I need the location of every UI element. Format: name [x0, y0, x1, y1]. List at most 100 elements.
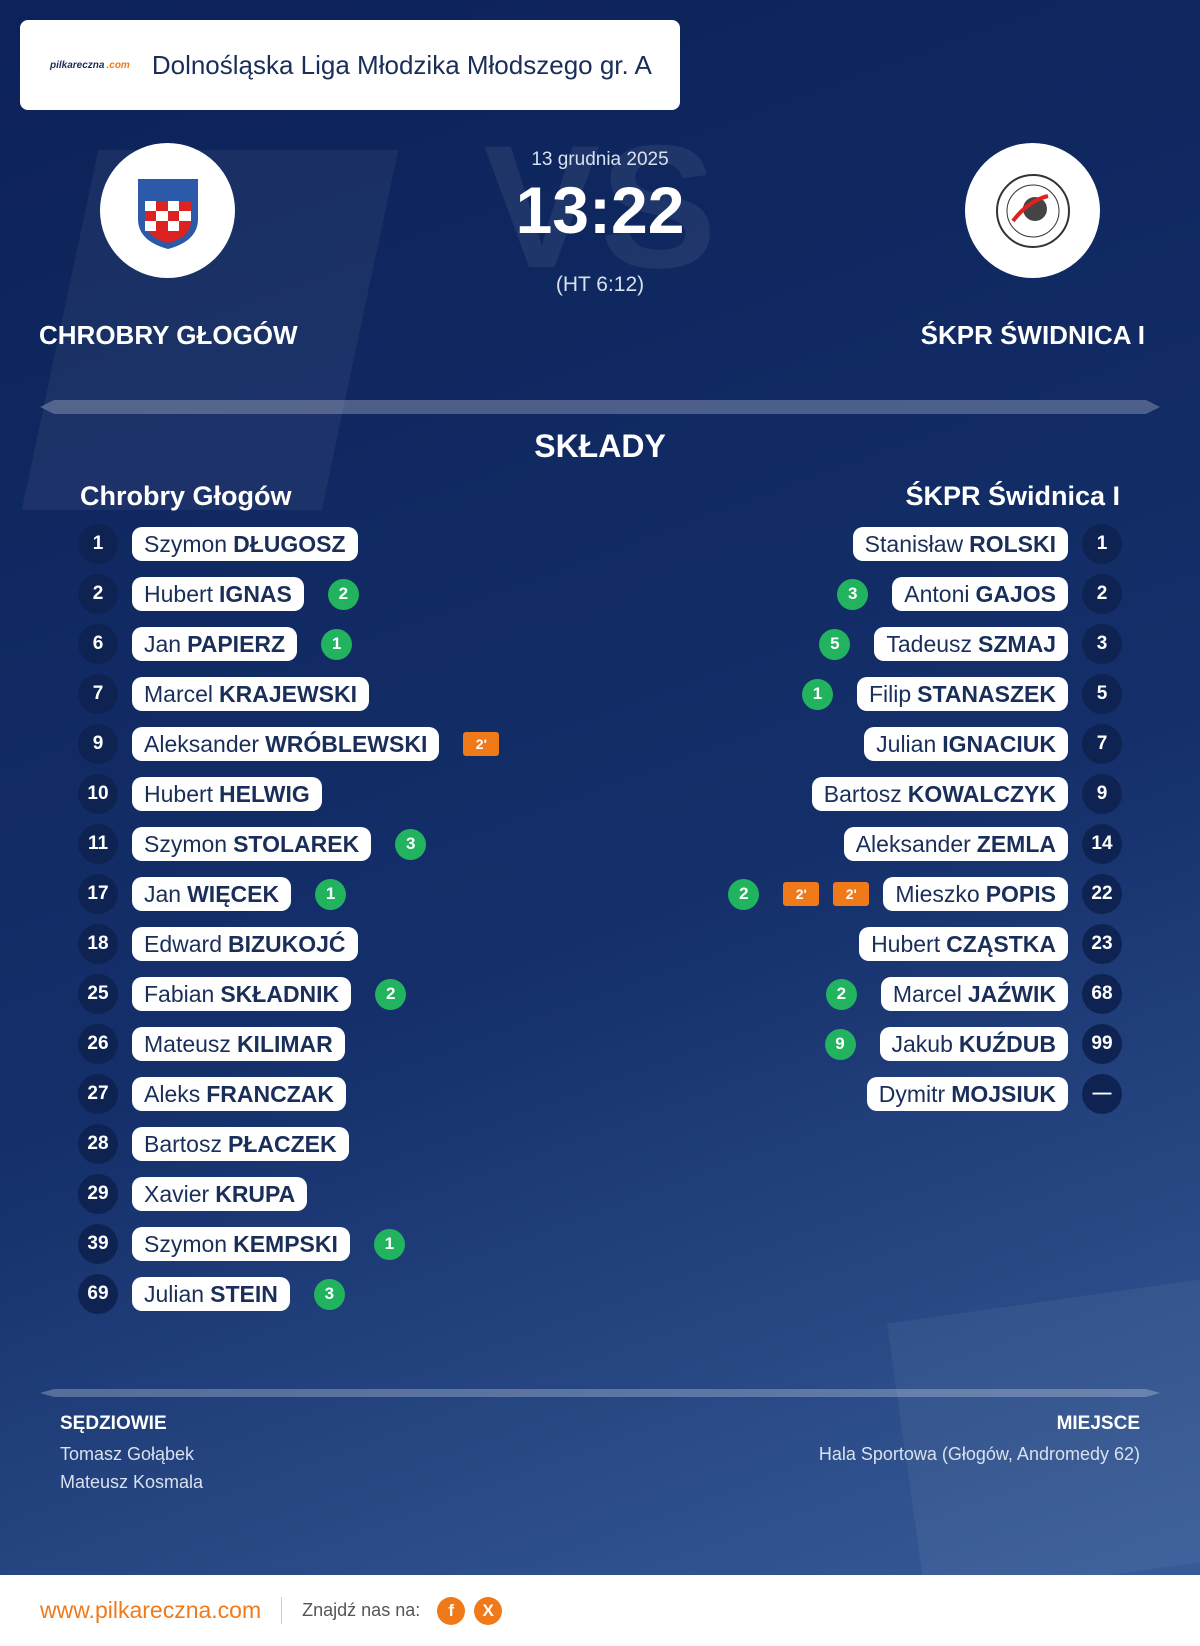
- official: Mateusz Kosmala: [60, 1472, 204, 1492]
- player-number: 29: [78, 1174, 118, 1214]
- last-name: JAŹWIK: [967, 980, 1056, 1007]
- first-name: Julian: [144, 1280, 205, 1307]
- goals: 2: [728, 878, 760, 910]
- first-name: Bartosz: [823, 780, 902, 807]
- player-name: Xavier KRUPA: [132, 1177, 308, 1211]
- player-row: 68 Marcel JAŹWIK 2: [825, 974, 1122, 1014]
- first-name: Aleksander: [144, 730, 260, 757]
- player-number: 22: [1082, 874, 1122, 914]
- player-name: Aleksander WRÓBLEWSKI: [132, 727, 440, 761]
- last-name: WIĘCEK: [187, 880, 280, 907]
- match-date: 13 grudnia 2025: [531, 149, 669, 170]
- divider: [40, 1389, 1160, 1397]
- last-name: PŁACZEK: [227, 1130, 337, 1157]
- player-row: 7 Julian IGNACIUK: [864, 724, 1122, 764]
- goals: 1: [321, 628, 353, 660]
- first-name: Antoni: [904, 580, 970, 607]
- first-name: Dymitr: [878, 1080, 946, 1107]
- player-name: Aleks FRANCZAK: [132, 1077, 347, 1111]
- player-name: Antoni GAJOS: [892, 577, 1068, 611]
- player-name: Szymon KEMPSKI: [132, 1227, 350, 1261]
- first-name: Hubert: [144, 780, 214, 807]
- last-name: CZĄSTKA: [946, 930, 1056, 957]
- player-row: 23 Hubert CZĄSTKA: [859, 924, 1122, 964]
- player-name: Dymitr MOJSIUK: [866, 1077, 1068, 1111]
- player-number: 11: [78, 824, 118, 864]
- crest: [995, 173, 1070, 248]
- last-name: STOLAREK: [233, 830, 360, 857]
- away-lineup-title: ŚKPR Świdnica I: [905, 481, 1120, 511]
- vs-watermark: VS: [483, 110, 717, 305]
- player-row: 2 Antoni GAJOS 3: [837, 574, 1122, 614]
- divider: [40, 400, 1160, 414]
- site-url[interactable]: www.pilkareczna.com: [40, 1597, 283, 1624]
- player-name: Fabian SKŁADNIK: [132, 977, 352, 1011]
- player-number: 99: [1082, 1024, 1122, 1064]
- last-name: HELWIG: [219, 780, 310, 807]
- away-team: ŚKPR ŚWIDNICA I: [920, 320, 1145, 350]
- player-number: 14: [1082, 824, 1122, 864]
- first-name: Aleksander: [855, 830, 971, 857]
- player-name: Tadeusz SZMAJ: [874, 627, 1068, 661]
- player-name: Stanisław ROLSKI: [852, 527, 1068, 561]
- first-name: Hubert: [144, 580, 214, 607]
- last-name: KRUPA: [215, 1180, 296, 1207]
- penalty: 2': [463, 732, 500, 756]
- goals: 3: [313, 1278, 345, 1310]
- follow-label: Znajdź nas na:: [302, 1600, 421, 1620]
- last-name: DŁUGOSZ: [233, 530, 346, 557]
- player-number: 9: [1082, 774, 1122, 814]
- player-name: Mateusz KILIMAR: [132, 1027, 345, 1061]
- bg-shape: [887, 1279, 1200, 1601]
- last-name: SKŁADNIK: [220, 980, 340, 1007]
- last-name: PAPIERZ: [187, 630, 286, 657]
- first-name: Szymon: [144, 530, 228, 557]
- player-row: 99 Jakub KUŹDUB 9: [824, 1024, 1122, 1064]
- player-row: 5 Filip STANASZEK 1: [801, 674, 1122, 714]
- player-number: 18: [78, 924, 118, 964]
- player-row: — Dymitr MOJSIUK: [866, 1074, 1122, 1114]
- player-row: 1 Stanisław ROLSKI: [852, 524, 1122, 564]
- league: Dolnośląska Liga Młodzika Młodszego gr. …: [151, 49, 652, 80]
- player-number: 23: [1082, 924, 1122, 964]
- goals: 9: [824, 1028, 856, 1060]
- first-name: Jan: [144, 630, 182, 657]
- last-name: ROLSKI: [969, 530, 1056, 557]
- player-number: 7: [1082, 724, 1122, 764]
- officials-title: SĘDZIOWIE: [60, 1413, 167, 1434]
- player-number: 9: [78, 724, 118, 764]
- player-number: 10: [78, 774, 118, 814]
- last-name: SZMAJ: [978, 630, 1056, 657]
- logo-tld: .com: [106, 59, 130, 71]
- player-name: Hubert IGNAS: [132, 577, 304, 611]
- goals: 5: [819, 628, 851, 660]
- player-row: 6 Jan PAPIERZ 1: [78, 624, 353, 664]
- first-name: Julian: [876, 730, 937, 757]
- player-name: Bartosz KOWALCZYK: [811, 777, 1068, 811]
- first-name: Stanisław: [864, 530, 964, 557]
- first-name: Jan: [144, 880, 182, 907]
- player-row: 26 Mateusz KILIMAR: [78, 1024, 345, 1064]
- home-lineup-title: Chrobry Głogów: [80, 481, 292, 511]
- player-number: 69: [78, 1274, 118, 1314]
- player-number: 5: [1082, 674, 1122, 714]
- player-row: 9 Aleksander WRÓBLEWSKI 2': [78, 724, 500, 764]
- facebook-link[interactable]: f: [437, 1596, 466, 1625]
- player-row: 10 Hubert HELWIG: [78, 774, 322, 814]
- last-name: WRÓBLEWSKI: [265, 730, 428, 757]
- player-row: 17 Jan WIĘCEK 1: [78, 874, 347, 914]
- goals: 1: [801, 678, 833, 710]
- goals: 1: [315, 878, 347, 910]
- player-number: 1: [1082, 524, 1122, 564]
- home-logo: [100, 143, 235, 278]
- official: Tomasz Gołąbek: [60, 1444, 195, 1464]
- player-name: Edward BIZUKOJĆ: [132, 927, 358, 961]
- player-name: Jakub KUŹDUB: [879, 1027, 1068, 1061]
- x-link[interactable]: X: [474, 1596, 503, 1625]
- last-name: STEIN: [210, 1280, 278, 1307]
- crest: [137, 178, 198, 249]
- first-name: Mieszko: [895, 880, 980, 907]
- player-number: 6: [78, 624, 118, 664]
- player-name: Bartosz PŁACZEK: [132, 1127, 349, 1161]
- player-row: 11 Szymon STOLAREK 3: [78, 824, 427, 864]
